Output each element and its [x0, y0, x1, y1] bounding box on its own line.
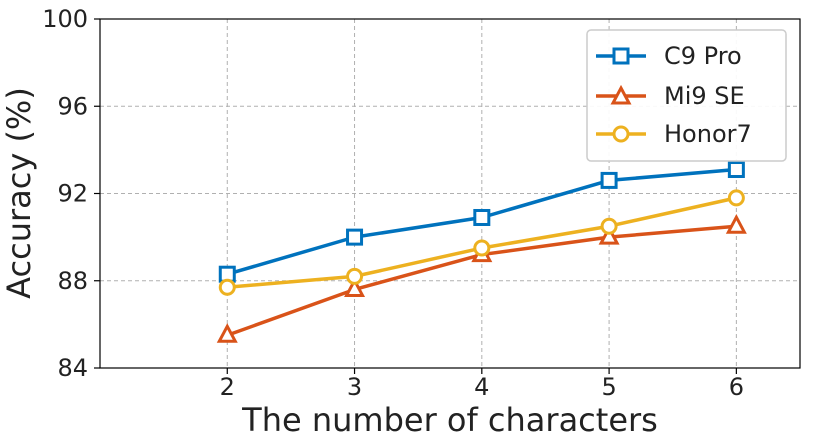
x-tick-label: 3	[347, 373, 362, 401]
x-axis-label: The number of characters	[241, 401, 658, 439]
point-honor7-6	[727, 189, 745, 207]
legend-item-honor7: Honor7	[596, 120, 752, 148]
legend-item-c9-pro: C9 Pro	[596, 42, 742, 70]
series-c9-pro	[218, 161, 745, 283]
point-honor7-4	[473, 239, 491, 257]
y-tick-label: 92	[57, 180, 88, 208]
point-c9-pro-5	[600, 171, 618, 189]
legend-label-honor7: Honor7	[664, 120, 752, 148]
legend: C9 Pro Mi9 SE Honor7	[586, 29, 787, 162]
legend-item-mi9-se: Mi9 SE	[596, 82, 745, 110]
y-axis-label: Accuracy (%)	[0, 87, 38, 299]
x-tick-label: 2	[220, 373, 235, 401]
point-honor7-3	[346, 267, 364, 285]
y-tick-label: 88	[57, 267, 88, 295]
x-tick-label: 6	[729, 373, 744, 401]
point-mi9-se-2	[216, 323, 238, 343]
legend-square-icon	[612, 47, 630, 65]
series-honor7	[218, 189, 745, 296]
legend-box	[586, 29, 787, 162]
point-honor7-2	[218, 278, 236, 296]
legend-triangle-icon	[610, 84, 632, 105]
series-layer	[216, 161, 747, 343]
point-mi9-se-5	[598, 224, 620, 245]
point-c9-pro-4	[473, 208, 491, 226]
point-honor7-5	[600, 217, 618, 235]
point-mi9-se-6	[725, 214, 747, 234]
x-tick-label: 4	[474, 373, 489, 401]
x-tick-label: 5	[601, 373, 616, 401]
point-c9-pro-6	[727, 161, 745, 179]
legend-label-mi9-se: Mi9 SE	[664, 82, 745, 110]
point-mi9-se-3	[344, 277, 366, 297]
y-tick-label: 100	[42, 5, 88, 33]
point-c9-pro-3	[346, 228, 364, 246]
y-tick-label: 96	[57, 92, 88, 120]
y-tick-label: 84	[57, 354, 88, 382]
legend-label-c9-pro: C9 Pro	[664, 42, 742, 70]
legend-circle-icon	[612, 125, 630, 143]
axis-ticks: 2 3 4 5 6 84 88 92 96 100	[42, 5, 744, 401]
